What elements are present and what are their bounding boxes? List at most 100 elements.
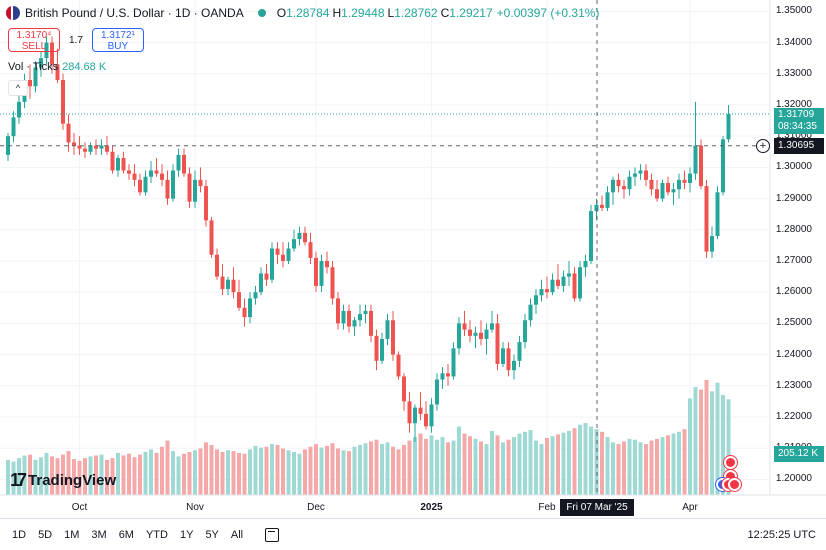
volume-bar (446, 442, 450, 495)
candle-body (627, 176, 632, 190)
volume-bar (220, 451, 225, 495)
buy-price: 1.3172¹ (100, 30, 135, 41)
utc-clock[interactable]: 12:25:25 UTC (747, 529, 816, 541)
symbol-title[interactable]: British Pound / U.S. Dollar · 1D · OANDA (25, 6, 244, 20)
candle-body (704, 186, 709, 252)
volume-bar (600, 431, 604, 495)
volume-label: Vol · Ticks (8, 61, 59, 73)
candle-body (264, 273, 269, 280)
candle-body (347, 310, 351, 327)
volume-bar (539, 444, 544, 495)
volume-bar (176, 456, 181, 495)
volume-bar (270, 444, 274, 495)
candle-body (39, 58, 43, 68)
time-tick-label: Apr (682, 502, 698, 513)
volume-bar (429, 435, 434, 495)
candle-body (270, 248, 274, 280)
volume-bar (385, 442, 390, 495)
volume-bar (655, 438, 659, 495)
volume-bar (171, 451, 175, 495)
range-5d-button[interactable]: 5D (38, 528, 53, 541)
range-6m-button[interactable]: 6M (118, 528, 134, 541)
volume-bar (644, 444, 648, 495)
range-5y-button[interactable]: 5Y (205, 528, 219, 541)
buy-button[interactable]: 1.3172¹ BUY (91, 28, 144, 52)
candle-body (127, 170, 131, 174)
candle-body (385, 320, 390, 339)
volume-bar (616, 444, 621, 495)
candle-body (594, 204, 599, 212)
price-tick-label: 1.24000 (775, 348, 812, 360)
candle-body (644, 170, 648, 180)
candle-body (435, 379, 439, 405)
volume-bar (440, 437, 445, 495)
time-tick-label: Dec (307, 502, 325, 513)
range-all-button[interactable]: All (230, 528, 244, 541)
buy-label: BUY (107, 41, 129, 52)
volume-bar (182, 453, 186, 495)
volume-legend[interactable]: Vol · Ticks 284.68 K (8, 61, 106, 73)
open-label: O (276, 6, 287, 20)
volume-bar (110, 458, 115, 495)
candle-body (479, 332, 483, 339)
volume-bar (358, 444, 362, 495)
volume-bar (105, 459, 109, 495)
candle-body (352, 320, 357, 327)
tradingview-logo[interactable]: 17 TradingView (10, 470, 116, 491)
candle-body (567, 273, 571, 277)
price-tick-label: 1.22000 (775, 410, 812, 422)
candle-body (143, 176, 148, 193)
candle-body (50, 42, 54, 65)
candle-body (611, 179, 615, 193)
uk-event-icon[interactable] (728, 478, 741, 491)
volume-bar (374, 439, 379, 495)
uk-event-icon[interactable] (724, 456, 737, 469)
candle-body (600, 204, 604, 208)
price-tick-label: 1.27000 (775, 254, 812, 266)
candle-body (248, 298, 252, 318)
candle-body (330, 267, 335, 299)
volume-bar (693, 387, 698, 495)
candle-body (616, 179, 621, 187)
volume-bar (666, 435, 670, 495)
candle-body (297, 232, 302, 240)
collapse-legend-button[interactable]: ^ (8, 80, 28, 96)
candle-body (457, 323, 461, 349)
volume-bar (165, 440, 170, 495)
range-ytd-button[interactable]: YTD (145, 528, 168, 541)
price-chart[interactable] (0, 0, 826, 518)
candle-body (528, 304, 533, 321)
range-3m-button[interactable]: 3M (91, 528, 107, 541)
volume-bar (638, 442, 643, 495)
volume-bar (611, 442, 615, 495)
volume-bar (391, 446, 395, 495)
sell-button[interactable]: 1.3170⁴ SELL (8, 28, 60, 52)
candle-body (671, 189, 676, 193)
volume-bar (413, 437, 417, 495)
range-1d-button[interactable]: 1D (12, 528, 27, 541)
candle-body (446, 373, 450, 377)
candle-body (105, 145, 109, 152)
volume-bar (490, 430, 494, 495)
range-1y-button[interactable]: 1Y (179, 528, 194, 541)
volume-bar (556, 434, 560, 495)
volume-bar (710, 391, 714, 495)
range-1m-button[interactable]: 1M (64, 528, 80, 541)
calendar-icon[interactable] (265, 527, 280, 542)
volume-bar (578, 424, 582, 495)
candle-body (204, 186, 208, 221)
volume-bars (6, 380, 731, 495)
volume-bar (319, 447, 324, 495)
volume-bar (72, 459, 76, 495)
logo-text: TradingView (28, 472, 117, 489)
candle-body (325, 260, 329, 268)
volume-bar (649, 440, 654, 495)
volume-bar (567, 430, 571, 495)
add-alert-plus-icon[interactable]: + (756, 138, 770, 153)
time-tick-label: Nov (186, 502, 204, 513)
candle-body (523, 320, 527, 343)
volume-bar (512, 437, 516, 495)
volume-bar (677, 431, 681, 495)
high-label: H (332, 6, 342, 20)
price-tick-label: 1.26000 (775, 286, 812, 298)
